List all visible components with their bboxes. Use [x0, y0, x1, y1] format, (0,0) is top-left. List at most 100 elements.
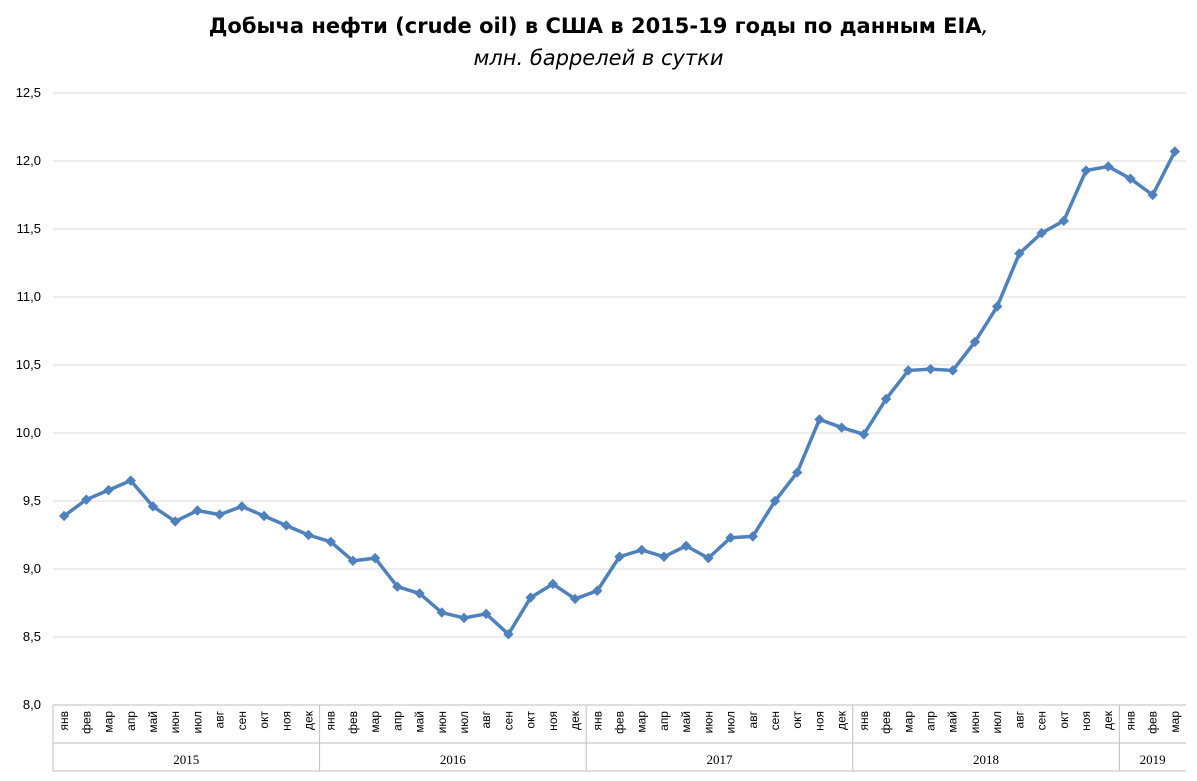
x-tick-label: окт: [524, 711, 538, 729]
y-tick-label: 10,0: [16, 425, 41, 440]
x-tick-label: фев: [613, 711, 627, 734]
year-label: 2017: [706, 752, 733, 767]
year-label: 2016: [440, 752, 467, 767]
x-tick-label: май: [679, 711, 693, 733]
x-tick-label: авг: [213, 710, 227, 728]
x-tick-label: дек: [835, 710, 849, 730]
data-point-marker: [1147, 189, 1158, 201]
x-tick-label: июн: [435, 711, 449, 733]
data-point-marker: [703, 552, 714, 564]
x-tick-label: янв: [590, 711, 604, 731]
data-point-marker: [192, 505, 203, 516]
x-tick-label: авг: [1012, 710, 1026, 728]
x-tick-label: фев: [79, 711, 93, 734]
x-tick-label: июн: [168, 711, 182, 733]
x-tick-label: ноя: [279, 711, 293, 731]
y-tick-label: 11,5: [17, 221, 41, 236]
x-tick-label: июн: [701, 711, 715, 733]
chart-title-main: Добыча нефти (crude oil) в США в 2015-19…: [208, 14, 982, 38]
y-tick-label: 10,5: [16, 357, 41, 372]
data-series: [58, 146, 1181, 640]
x-tick-label: окт: [1057, 711, 1071, 729]
x-tick-label: дек: [1101, 710, 1115, 730]
data-point-marker: [103, 484, 114, 496]
y-tick-label: 9,5: [23, 493, 41, 508]
data-point-marker: [569, 593, 581, 605]
x-tick-label: янв: [1123, 711, 1137, 731]
chart-subtitle: млн. баррелей в сутки: [473, 46, 724, 70]
data-point-marker: [258, 510, 270, 522]
data-point-marker: [480, 608, 492, 620]
y-tick-label: 9,0: [23, 561, 41, 576]
data-point-marker: [680, 540, 692, 552]
x-tick-label: июн: [968, 711, 982, 733]
x-tick-label: ноя: [1079, 711, 1093, 731]
data-point-marker: [125, 475, 136, 486]
data-point-marker: [1036, 227, 1047, 239]
x-tick-label: сен: [768, 711, 782, 730]
x-axis-labels: янв фев мар апр май июн июл авг сен окт ноя дек янв ф…: [57, 710, 1182, 767]
x-tick-label: авг: [479, 710, 493, 728]
x-tick-label: дек: [568, 710, 582, 730]
data-point-marker: [614, 551, 625, 562]
data-point-marker: [525, 592, 536, 603]
x-tick-label: сен: [501, 711, 515, 730]
data-point-marker: [369, 552, 381, 564]
data-point-marker: [947, 365, 958, 376]
x-tick-label: фев: [346, 711, 360, 734]
x-tick-label: янв: [324, 711, 338, 731]
data-point-marker: [1125, 173, 1136, 184]
data-point-marker: [747, 531, 759, 542]
y-tick-label: 8,0: [23, 697, 41, 712]
x-tick-label: янв: [57, 711, 71, 731]
x-tick-label: ноя: [546, 711, 560, 731]
data-point-marker: [436, 607, 447, 618]
data-point-marker: [147, 501, 159, 512]
x-tick-label: май: [146, 711, 160, 733]
x-tick-label: май: [946, 711, 960, 733]
category-axis: [52, 705, 1186, 772]
x-tick-label: май: [413, 711, 427, 733]
x-tick-label: июл: [457, 711, 471, 733]
x-tick-label: мар: [1168, 711, 1182, 733]
y-tick-label: 12,0: [16, 153, 41, 168]
data-point-marker: [725, 532, 736, 543]
data-point-marker: [81, 494, 92, 505]
data-point-marker: [592, 585, 603, 596]
data-point-marker: [836, 422, 847, 433]
x-tick-label: мар: [368, 711, 382, 733]
chart-title: Добыча нефти (crude oil) в США в 2015-19…: [0, 14, 1197, 38]
data-point-marker: [503, 629, 514, 640]
x-tick-label: окт: [790, 711, 804, 729]
data-point-marker: [658, 551, 670, 562]
data-point-marker: [547, 578, 559, 590]
x-tick-label: мар: [635, 711, 649, 733]
data-point-marker: [414, 588, 425, 599]
x-tick-label: сен: [235, 711, 249, 730]
x-tick-label: ноя: [812, 711, 826, 731]
x-tick-label: июл: [990, 711, 1004, 733]
year-label: 2018: [973, 752, 999, 767]
year-label: 2019: [1140, 752, 1166, 767]
x-tick-label: апр: [390, 711, 404, 731]
x-tick-label: апр: [924, 711, 938, 731]
data-point-marker: [392, 581, 403, 592]
data-point-marker: [1014, 248, 1025, 259]
y-tick-label: 11,0: [17, 289, 41, 304]
data-point-marker: [347, 555, 359, 567]
data-point-marker: [925, 363, 936, 375]
data-point-marker: [814, 414, 825, 425]
x-tick-label: мар: [102, 711, 116, 733]
data-point-marker: [880, 393, 892, 405]
data-point-marker: [1058, 215, 1070, 227]
year-label: 2015: [173, 752, 199, 767]
data-point-marker: [991, 301, 1003, 312]
x-tick-label: апр: [657, 711, 671, 731]
x-tick-label: окт: [257, 711, 271, 729]
y-tick-label: 8,5: [23, 629, 41, 644]
data-point-marker: [214, 509, 225, 520]
data-point-marker: [903, 365, 914, 376]
data-point-marker: [458, 612, 470, 624]
x-tick-label: авг: [746, 710, 760, 728]
